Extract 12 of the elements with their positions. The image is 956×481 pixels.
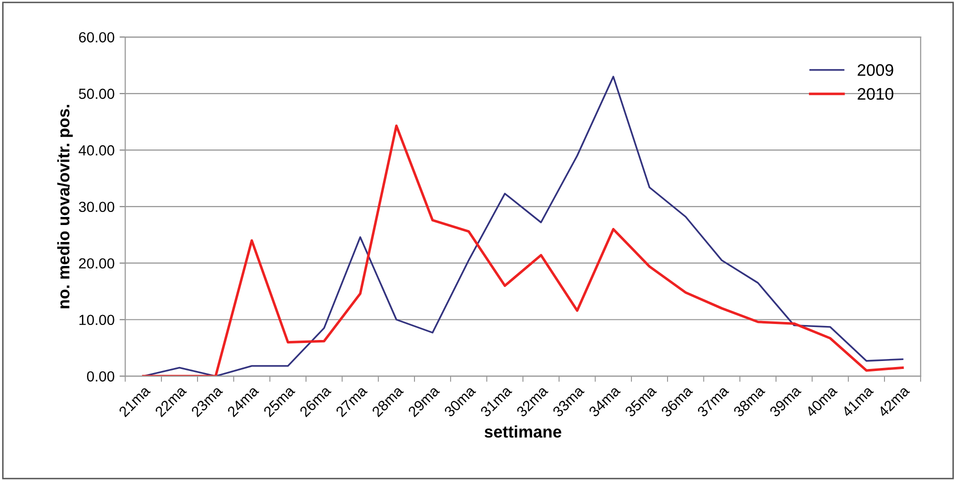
y-tick-label: 40.00 — [78, 145, 114, 156]
legend-label: 2010 — [858, 88, 894, 100]
y-tick-label: 30.00 — [78, 202, 114, 212]
y-tick-label: 10.00 — [79, 314, 114, 326]
x-axis-title: settimane — [484, 425, 562, 438]
y-axis-title: no. medio uova/ovitr. pos. — [57, 104, 73, 308]
y-tick-label: 60.00 — [79, 32, 114, 42]
y-tick-label: 20.00 — [79, 258, 114, 269]
y-tick-label: 0.00 — [87, 371, 114, 382]
legend-label: 2009 — [858, 64, 894, 76]
y-tick-label: 50.00 — [78, 88, 114, 99]
line-series — [142, 124, 904, 376]
